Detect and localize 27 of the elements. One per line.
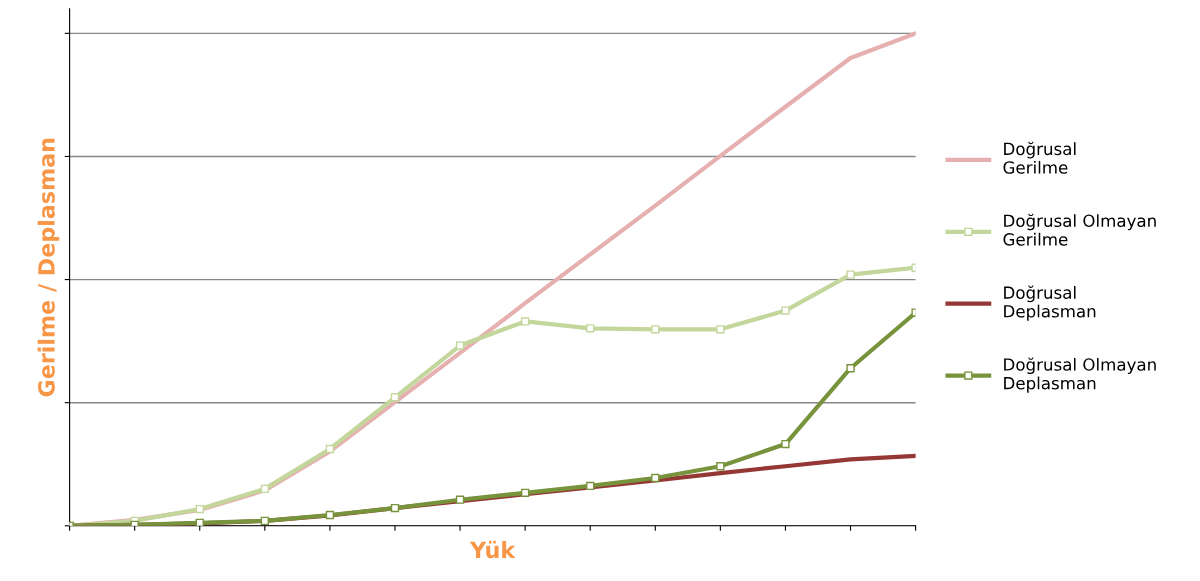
legend-label: Doğrusal Deplasman bbox=[1004, 285, 1096, 321]
point bbox=[716, 325, 725, 334]
legend-label: Doğrusal Olmayan Gerilme bbox=[1003, 213, 1156, 246]
point bbox=[455, 341, 465, 350]
point bbox=[716, 462, 725, 471]
point bbox=[781, 439, 790, 449]
point bbox=[325, 444, 335, 454]
point bbox=[260, 484, 269, 494]
point bbox=[586, 481, 595, 491]
point bbox=[781, 306, 790, 315]
point bbox=[520, 488, 530, 497]
point bbox=[390, 393, 400, 402]
point bbox=[846, 270, 855, 279]
x-axis-title: Yük bbox=[469, 540, 516, 559]
point bbox=[260, 516, 269, 526]
point bbox=[325, 510, 335, 520]
point bbox=[520, 317, 530, 326]
legend-label: Doğrusal Gerilme bbox=[1003, 141, 1076, 174]
point bbox=[390, 503, 400, 513]
point bbox=[846, 364, 855, 373]
legend-label: Doğrusal Olmayan Deplasman bbox=[1004, 357, 1156, 393]
y-axis-title: Gerilme / Deplasman bbox=[37, 138, 60, 397]
point bbox=[455, 495, 465, 504]
point bbox=[651, 325, 660, 334]
point bbox=[651, 473, 660, 483]
point bbox=[195, 504, 204, 514]
point bbox=[586, 324, 595, 333]
